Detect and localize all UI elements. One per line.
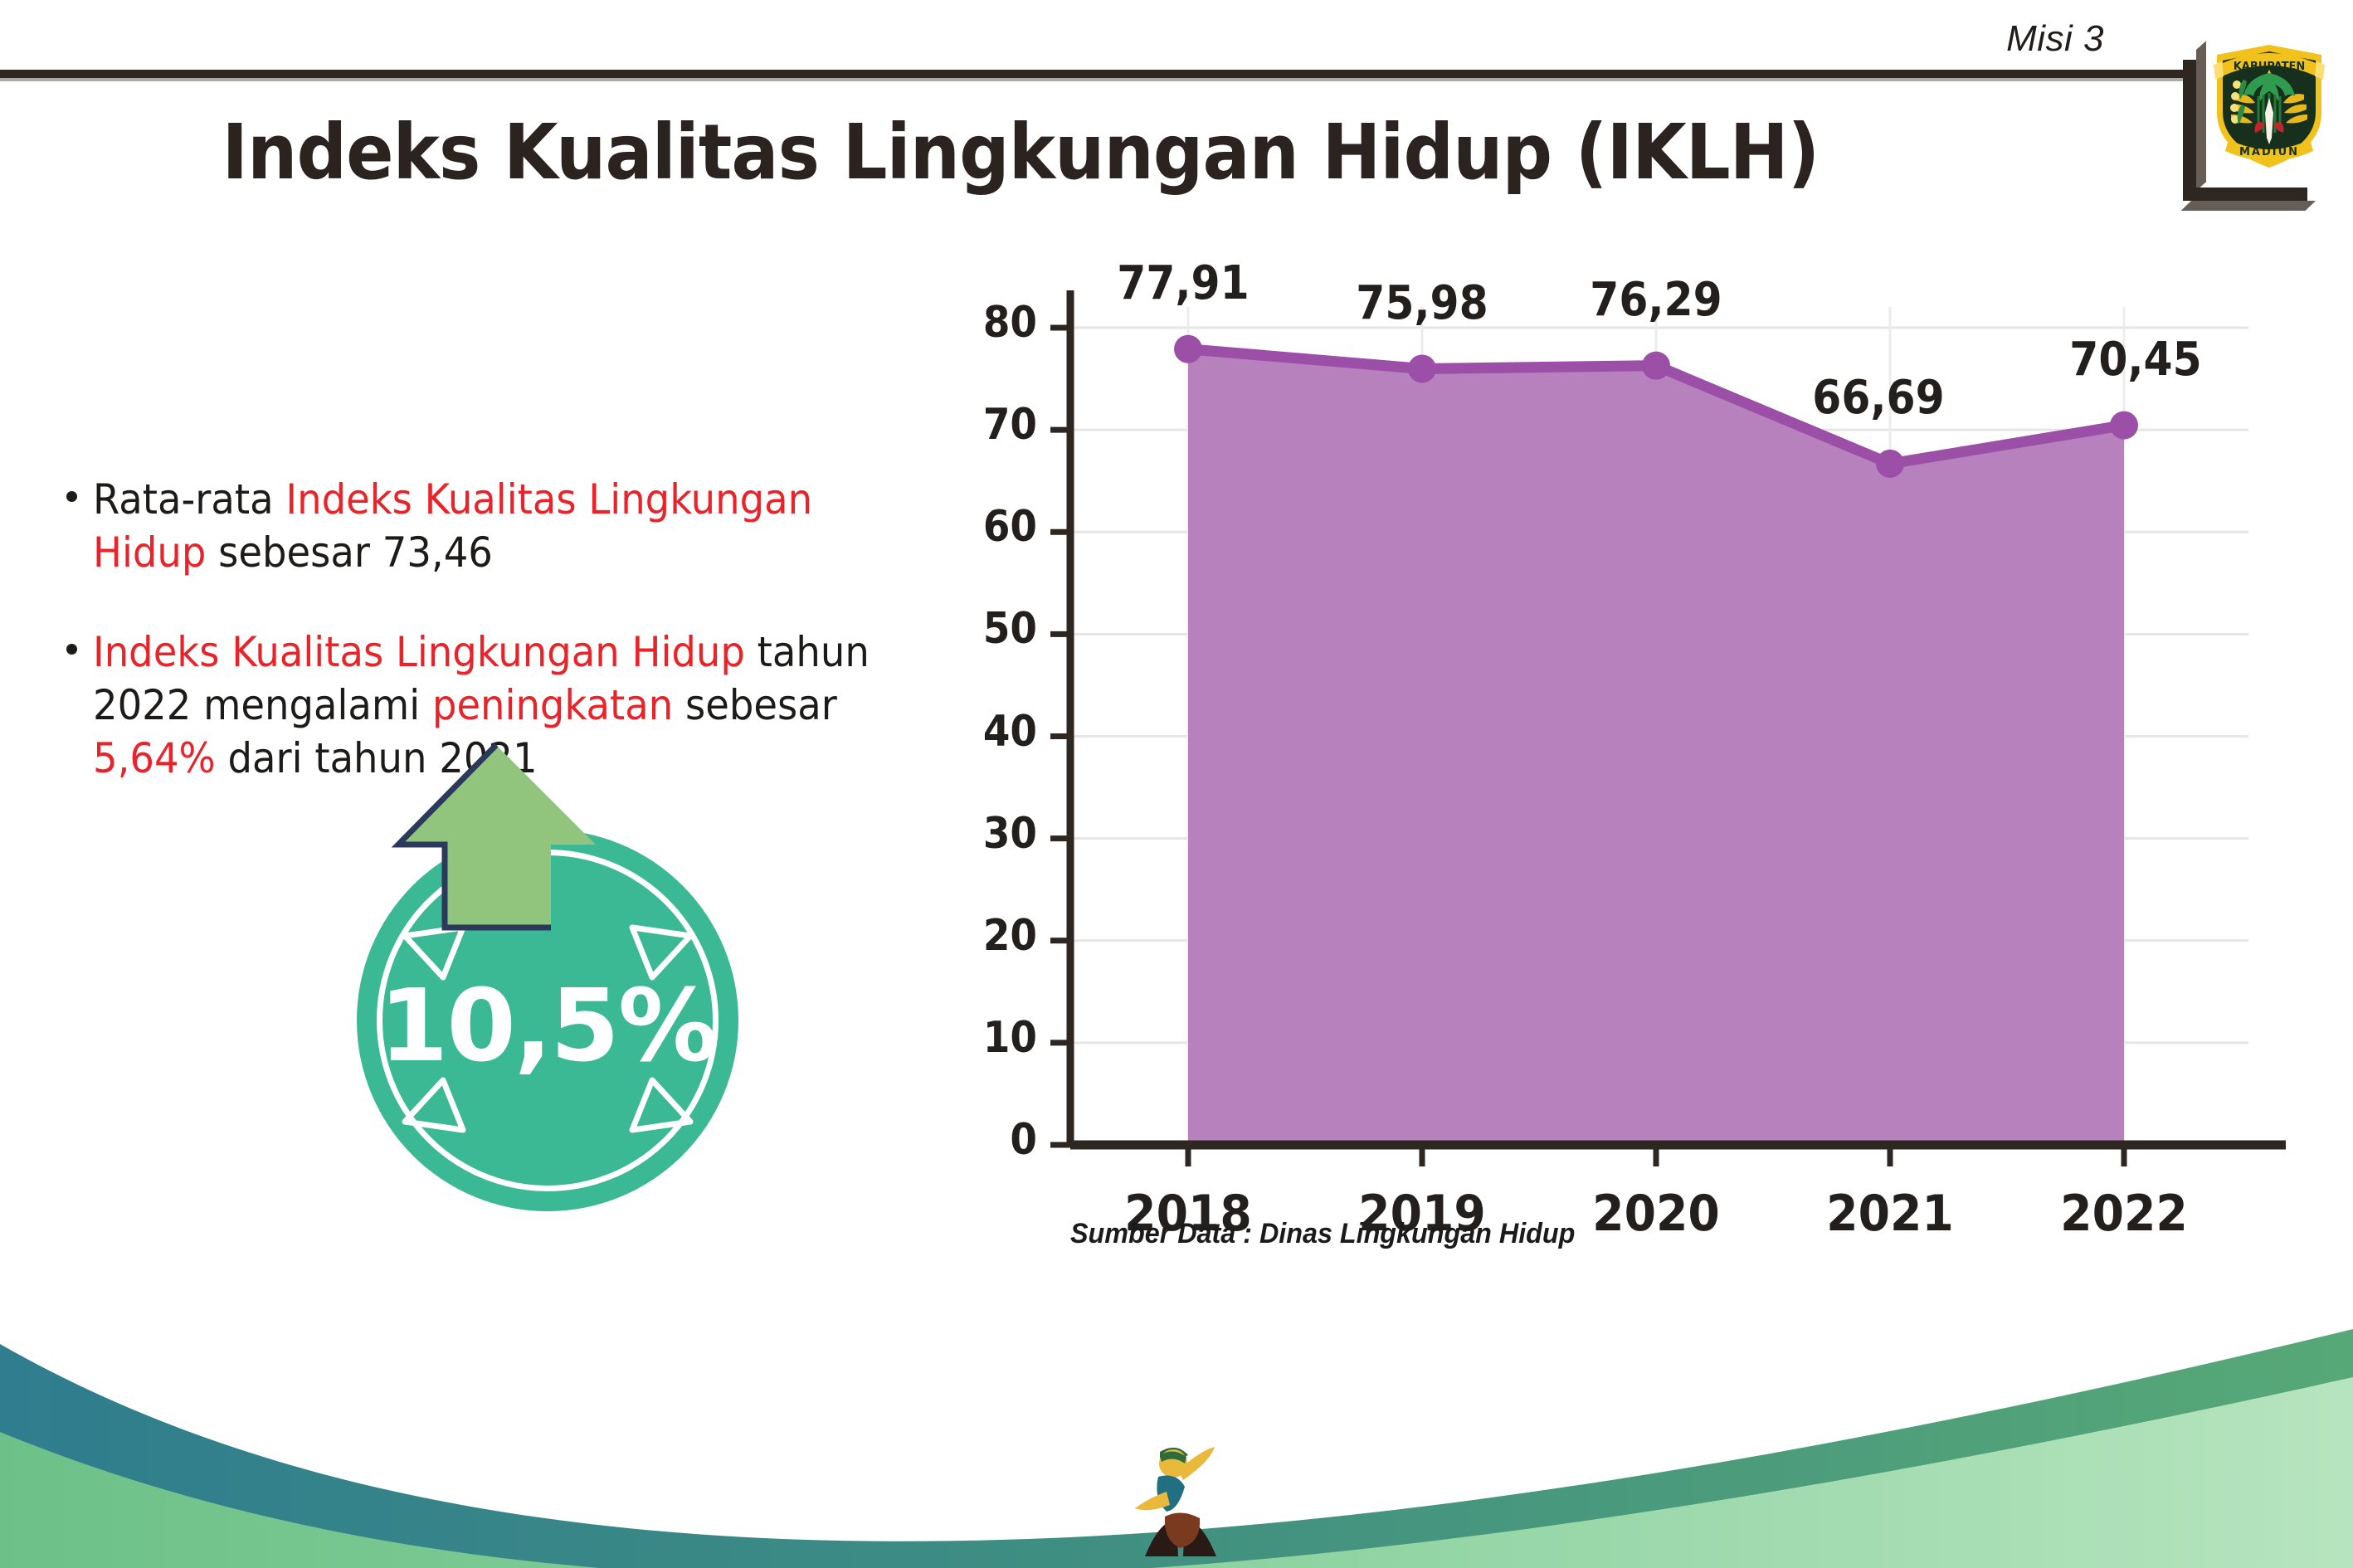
highlight-bullets: Rata-rata Indeks Kualitas Lingkungan Hid… [65, 473, 969, 831]
area-fill [1188, 348, 2124, 1145]
x-axis-label: 2022 [2060, 1185, 2188, 1243]
data-point-marker [2110, 411, 2138, 440]
y-axis-label: 20 [982, 910, 1037, 961]
svg-text:KABUPATEN: KABUPATEN [2234, 61, 2306, 73]
x-axis-label: 2018 [1124, 1185, 1252, 1243]
bullet-segment: Indeks Kualitas Lingkungan Hidup [93, 475, 813, 577]
y-axis-label: 40 [982, 706, 1037, 757]
bullet-segment: tahun 2022 mengalami [93, 628, 870, 729]
header-divider-shadow [0, 78, 2190, 81]
data-point-label: 77,91 [1117, 256, 1250, 310]
x-axis-label: 2021 [1826, 1185, 1954, 1243]
y-axis-label: 80 [982, 298, 1037, 348]
bullet-segment: sebesar [673, 681, 837, 729]
data-point-marker [1642, 351, 1670, 380]
x-axis-label: 2020 [1592, 1185, 1720, 1243]
logo-frame-vertical [2183, 60, 2196, 201]
bullet-segment: Rata-rata [93, 475, 286, 523]
bullet-segment: peningkatan [431, 681, 674, 729]
svg-text:MADIUN: MADIUN [2239, 146, 2299, 158]
y-axis-label: 10 [982, 1012, 1037, 1063]
y-axis-label: 50 [982, 604, 1037, 655]
footer-wave [0, 1253, 2353, 1568]
badge-corner-arrows-icon [402, 924, 694, 1133]
mission-label: Misi 3 [2006, 18, 2104, 59]
x-axis-label: 2019 [1358, 1185, 1486, 1243]
y-axis-label: 30 [982, 808, 1037, 859]
data-point-label: 76,29 [1590, 272, 1722, 327]
data-point-marker [1174, 334, 1202, 363]
data-point-label: 75,98 [1356, 275, 1488, 330]
header-divider [0, 70, 2190, 78]
bullet-dot [66, 491, 77, 502]
bullet-segment: sebesar 73,46 [206, 528, 493, 577]
page-title: Indeks Kualitas Lingkungan Hidup (IKLH) [222, 108, 1820, 197]
kabupaten-madiun-logo-icon: KABUPATEN MADIUN [2207, 33, 2331, 173]
iklh-area-chart: 0 10 20 30 40 50 60 70 80 2018 2019 2020 2021 2022 77,… [954, 256, 2298, 1243]
data-point-label: 70,45 [2069, 332, 2202, 387]
up-arrow-icon [391, 743, 596, 931]
bullet-segment: Indeks Kualitas Lingkungan Hidup [93, 628, 745, 676]
mascot-icon [1130, 1440, 1230, 1565]
y-axis-label: 70 [982, 400, 1037, 450]
list-item: Rata-rata Indeks Kualitas Lingkungan Hid… [65, 473, 969, 579]
y-axis-label: 60 [982, 502, 1037, 553]
growth-badge: 10,5% [324, 743, 755, 1244]
bullet-segment: 5,64% [93, 734, 216, 782]
data-point-marker [1408, 354, 1436, 383]
data-point-label: 66,69 [1812, 370, 1945, 425]
badge-value: 10,5% [378, 969, 718, 1084]
bullet-text-0: Rata-rata Indeks Kualitas Lingkungan Hid… [93, 473, 908, 579]
y-axis-label: 0 [1010, 1115, 1037, 1165]
bullet-dot [66, 644, 77, 655]
data-point-marker [1876, 449, 1904, 478]
chart-source-caption: Sumber Data : Dinas Lingkungan Hidup [1070, 1218, 1576, 1249]
logo-frame-horizontal [2183, 187, 2307, 201]
